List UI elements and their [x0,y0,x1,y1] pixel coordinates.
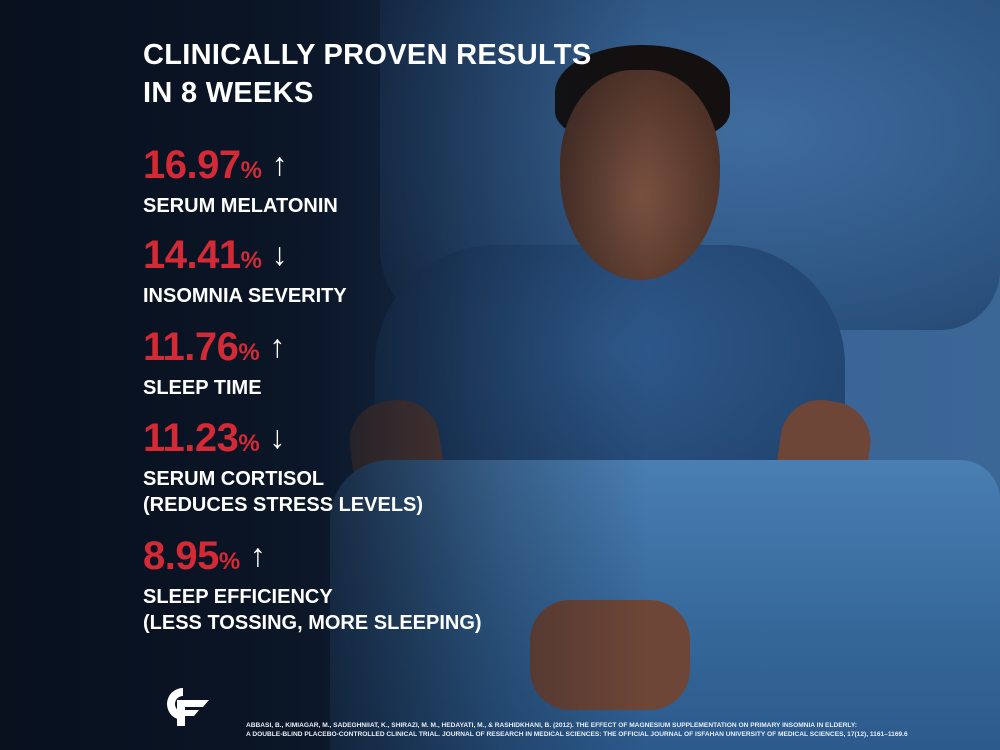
citation-line: A DOUBLE-BLIND PLACEBO-CONTROLLED CLINIC… [246,731,908,738]
citation-line: ABBASI, B., KIMIAGAR, M., SADEGHNIIAT, K… [246,722,857,729]
stat-label: SERUM CORTISOL [143,468,325,490]
stat-label: SLEEP TIME [143,377,262,399]
arrow-up-icon: ↑ [271,146,288,182]
stat-value: 11.76% [143,325,260,369]
stat-sleep-efficiency: 8.95% ↑ SLEEP EFFICIENCY (LESS TOSSING, M… [143,536,482,636]
stat-label: INSOMNIA SEVERITY [143,285,347,307]
stat-label: SERUM MELATONIN [143,195,338,217]
arrow-up-icon: ↑ [249,537,266,573]
stat-sublabel: (LESS TOSSING, MORE SLEEPING) [143,612,482,634]
stat-sublabel: (REDUCES STRESS LEVELS) [143,494,424,516]
headline: CLINICALLY PROVEN RESULTS IN 8 WEEKS [143,36,591,112]
citation: ABBASI, B., KIMIAGAR, M., SADEGHNIIAT, K… [246,721,908,739]
stat-sleep-time: 11.76% ↑ SLEEP TIME [143,327,285,401]
cf-logo [167,688,209,726]
stat-insomnia-severity: 14.41% ↓ INSOMNIA SEVERITY [143,235,347,309]
stat-value: 16.97% [143,143,262,187]
stat-serum-cortisol: 11.23% ↓ SERUM CORTISOL (REDUCES STRESS L… [143,418,423,518]
stat-value: 14.41% [143,233,262,277]
stat-value: 8.95% [143,534,240,578]
stat-serum-melatonin: 16.97% ↑ SERUM MELATONIN [143,145,338,219]
arrow-down-icon: ↓ [269,419,286,455]
stat-label: SLEEP EFFICIENCY [143,586,333,608]
headline-line: IN 8 WEEKS [143,77,314,109]
arrow-down-icon: ↓ [271,236,288,272]
stat-value: 11.23% [143,416,260,460]
arrow-up-icon: ↑ [269,328,286,364]
headline-line: CLINICALLY PROVEN RESULTS [143,39,592,71]
